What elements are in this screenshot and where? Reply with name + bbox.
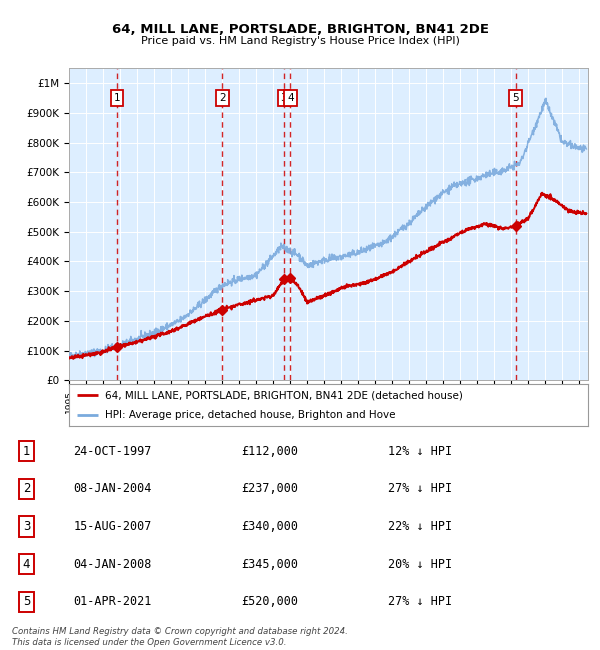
Text: 5: 5 <box>512 93 519 103</box>
Text: 04-JAN-2008: 04-JAN-2008 <box>74 558 152 571</box>
Text: 3: 3 <box>280 93 287 103</box>
Text: 12% ↓ HPI: 12% ↓ HPI <box>388 445 452 458</box>
Text: 3: 3 <box>23 520 30 533</box>
Text: £340,000: £340,000 <box>241 520 298 533</box>
Text: 01-APR-2021: 01-APR-2021 <box>74 595 152 608</box>
Text: 08-JAN-2004: 08-JAN-2004 <box>74 482 152 495</box>
Text: 2: 2 <box>23 482 31 495</box>
Text: 24-OCT-1997: 24-OCT-1997 <box>74 445 152 458</box>
Text: 27% ↓ HPI: 27% ↓ HPI <box>388 595 452 608</box>
Text: 2: 2 <box>219 93 226 103</box>
Text: 20% ↓ HPI: 20% ↓ HPI <box>388 558 452 571</box>
Text: 15-AUG-2007: 15-AUG-2007 <box>74 520 152 533</box>
Text: 1: 1 <box>23 445 31 458</box>
Text: £237,000: £237,000 <box>241 482 298 495</box>
Text: £112,000: £112,000 <box>241 445 298 458</box>
Text: Contains HM Land Registry data © Crown copyright and database right 2024.
This d: Contains HM Land Registry data © Crown c… <box>12 627 348 647</box>
Text: 64, MILL LANE, PORTSLADE, BRIGHTON, BN41 2DE: 64, MILL LANE, PORTSLADE, BRIGHTON, BN41… <box>112 23 488 36</box>
Text: 64, MILL LANE, PORTSLADE, BRIGHTON, BN41 2DE (detached house): 64, MILL LANE, PORTSLADE, BRIGHTON, BN41… <box>106 391 463 400</box>
Text: HPI: Average price, detached house, Brighton and Hove: HPI: Average price, detached house, Brig… <box>106 410 396 420</box>
Text: 27% ↓ HPI: 27% ↓ HPI <box>388 482 452 495</box>
Text: £345,000: £345,000 <box>241 558 298 571</box>
Text: 4: 4 <box>23 558 31 571</box>
Text: 4: 4 <box>287 93 293 103</box>
Text: 5: 5 <box>23 595 30 608</box>
Text: 1: 1 <box>113 93 120 103</box>
Text: Price paid vs. HM Land Registry's House Price Index (HPI): Price paid vs. HM Land Registry's House … <box>140 36 460 46</box>
Text: £520,000: £520,000 <box>241 595 298 608</box>
Text: 22% ↓ HPI: 22% ↓ HPI <box>388 520 452 533</box>
